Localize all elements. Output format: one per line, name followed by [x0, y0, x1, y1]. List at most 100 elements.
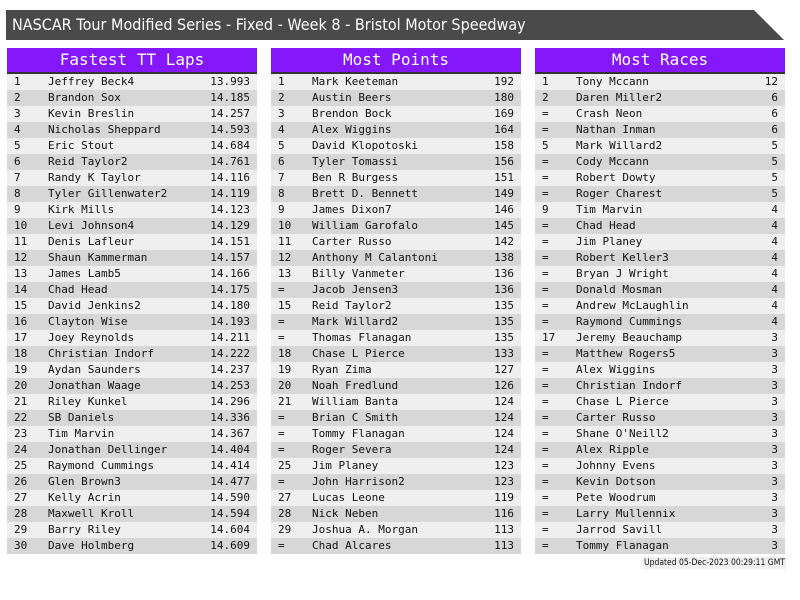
driver-name-cell: Jacob Jensen3 — [312, 283, 399, 296]
rank-cell: = — [542, 539, 549, 552]
table-row: = Thomas Flanagan 135 — [271, 330, 521, 346]
driver-name-cell: Bryan J Wright — [576, 267, 669, 280]
value-cell: 136 — [494, 267, 514, 280]
value-cell: 158 — [494, 139, 514, 152]
value-cell: 14.253 — [210, 379, 250, 392]
rank-cell: = — [278, 427, 285, 440]
driver-name-cell: Anthony M Calantoni — [312, 251, 438, 264]
table-row: = Andrew McLaughlin 4 — [535, 298, 785, 314]
rank-cell: 18 — [14, 347, 28, 360]
rank-cell: 21 — [278, 395, 292, 408]
value-cell: 14.116 — [210, 171, 250, 184]
driver-name-cell: David Klopotoski — [312, 139, 418, 152]
rank-cell: = — [542, 459, 549, 472]
value-cell: 145 — [494, 219, 514, 232]
value-cell: 4 — [771, 219, 778, 232]
value-cell: 14.761 — [210, 155, 250, 168]
rank-cell: 24 — [14, 443, 28, 456]
driver-name-cell: Brendon Bock — [312, 107, 392, 120]
value-cell: 12 — [764, 75, 778, 88]
driver-name-cell: Clayton Wise — [48, 315, 128, 328]
table-row: 22 SB Daniels 14.336 — [7, 410, 257, 426]
driver-name-cell: Shane O'Neill2 — [576, 427, 669, 440]
value-cell: 14.175 — [210, 283, 250, 296]
value-cell: 124 — [494, 395, 514, 408]
driver-name-cell: Ben R Burgess — [312, 171, 399, 184]
driver-name-cell: Cody Mccann — [576, 155, 649, 168]
value-cell: 14.684 — [210, 139, 250, 152]
table-row: 8 Tyler Gillenwater2 14.119 — [7, 186, 257, 202]
table-row: 19 Aydan Saunders 14.237 — [7, 362, 257, 378]
value-cell: 6 — [771, 123, 778, 136]
rank-cell: 2 — [14, 91, 21, 104]
leaderboard-table: 1 Tony Mccann 12 2 Daren Miller2 6 = Crash Neon… — [535, 74, 785, 554]
value-cell: 14.222 — [210, 347, 250, 360]
value-cell: 3 — [771, 395, 778, 408]
value-cell: 14.590 — [210, 491, 250, 504]
value-cell: 5 — [771, 187, 778, 200]
value-cell: 126 — [494, 379, 514, 392]
rank-cell: 4 — [278, 123, 285, 136]
value-cell: 14.211 — [210, 331, 250, 344]
table-row: 5 David Klopotoski 158 — [271, 138, 521, 154]
value-cell: 14.123 — [210, 203, 250, 216]
rank-cell: 27 — [278, 491, 292, 504]
driver-name-cell: Jarrod Savill — [576, 523, 663, 536]
rank-cell: 8 — [278, 187, 285, 200]
rank-cell: = — [542, 299, 549, 312]
rank-cell: = — [542, 523, 549, 536]
value-cell: 14.594 — [210, 507, 250, 520]
driver-name-cell: Carter Russo — [312, 235, 392, 248]
table-row: = Tommy Flanagan 3 — [535, 538, 785, 554]
driver-name-cell: Robert Dowty — [576, 171, 656, 184]
table-row: 1 Mark Keeteman 192 — [271, 74, 521, 90]
rank-cell: 10 — [278, 219, 292, 232]
value-cell: 5 — [771, 171, 778, 184]
rank-cell: = — [542, 171, 549, 184]
value-cell: 3 — [771, 443, 778, 456]
table-row: = Alex Ripple 3 — [535, 442, 785, 458]
driver-name-cell: SB Daniels — [48, 411, 115, 424]
rank-cell: 17 — [14, 331, 28, 344]
rank-cell: 8 — [14, 187, 21, 200]
table-row: = Christian Indorf 3 — [535, 378, 785, 394]
driver-name-cell: Kirk Mills — [48, 203, 115, 216]
table-row: 17 Jeremy Beauchamp 3 — [535, 330, 785, 346]
driver-name-cell: Jeffrey Beck4 — [48, 75, 135, 88]
value-cell: 4 — [771, 235, 778, 248]
driver-name-cell: Johnny Evens — [576, 459, 656, 472]
table-row: 13 James Lamb5 14.166 — [7, 266, 257, 282]
driver-name-cell: James Lamb5 — [48, 267, 121, 280]
driver-name-cell: Larry Mullennix — [576, 507, 676, 520]
table-row: 1 Tony Mccann 12 — [535, 74, 785, 90]
value-cell: 6 — [771, 107, 778, 120]
rank-cell: 12 — [14, 251, 28, 264]
driver-name-cell: Carter Russo — [576, 411, 656, 424]
driver-name-cell: Tyler Gillenwater2 — [48, 187, 168, 200]
value-cell: 14.604 — [210, 523, 250, 536]
rank-cell: = — [278, 539, 285, 552]
table-row: = Bryan J Wright 4 — [535, 266, 785, 282]
driver-name-cell: Tony Mccann — [576, 75, 649, 88]
driver-name-cell: Brandon Sox — [48, 91, 121, 104]
driver-name-cell: Eric Stout — [48, 139, 115, 152]
driver-name-cell: Kelly Acrin — [48, 491, 121, 504]
table-row: = Robert Dowty 5 — [535, 170, 785, 186]
table-row: 6 Reid Taylor2 14.761 — [7, 154, 257, 170]
rank-cell: 6 — [278, 155, 285, 168]
driver-name-cell: Donald Mosman — [576, 283, 663, 296]
table-row: 23 Tim Marvin 14.367 — [7, 426, 257, 442]
value-cell: 124 — [494, 443, 514, 456]
table-row: 5 Mark Willard2 5 — [535, 138, 785, 154]
table-row: 4 Alex Wiggins 164 — [271, 122, 521, 138]
table-row: = Raymond Cummings 4 — [535, 314, 785, 330]
table-row: 26 Glen Brown3 14.477 — [7, 474, 257, 490]
table-row: 27 Kelly Acrin 14.590 — [7, 490, 257, 506]
driver-name-cell: Shaun Kammerman — [48, 251, 148, 264]
rank-cell: = — [542, 347, 549, 360]
driver-name-cell: Randy K Taylor — [48, 171, 141, 184]
value-cell: 14.119 — [210, 187, 250, 200]
driver-name-cell: Barry Riley — [48, 523, 121, 536]
table-row: = Larry Mullennix 3 — [535, 506, 785, 522]
table-row: 2 Daren Miller2 6 — [535, 90, 785, 106]
